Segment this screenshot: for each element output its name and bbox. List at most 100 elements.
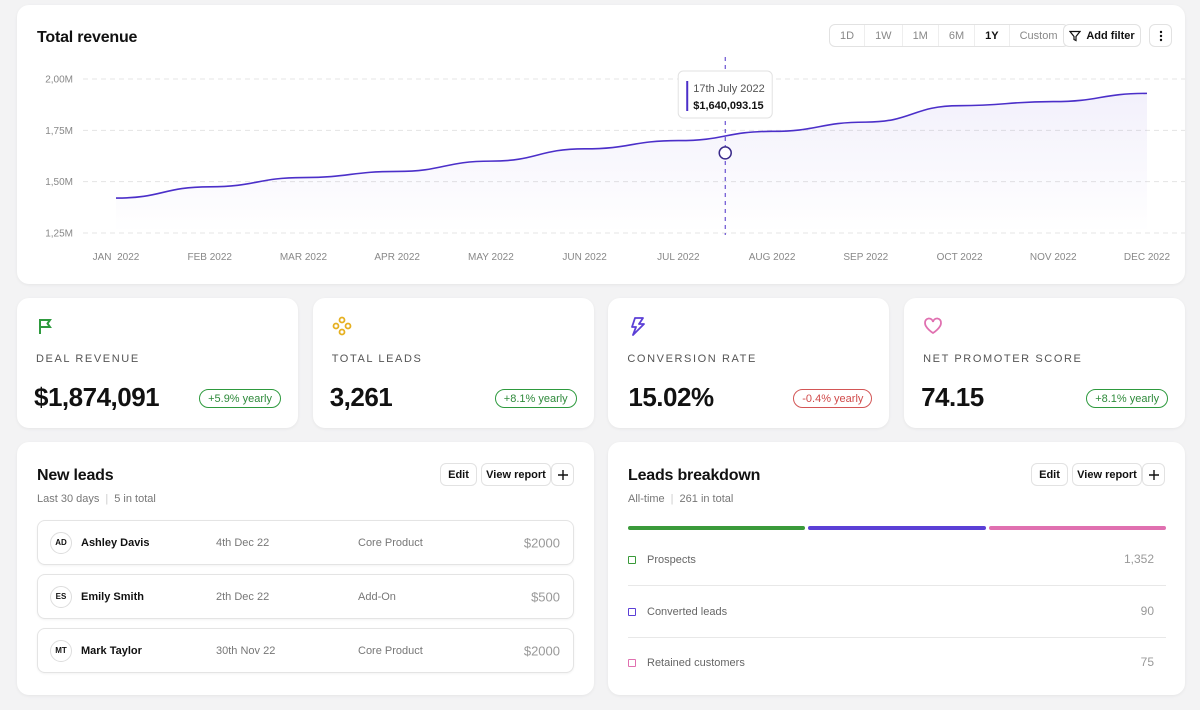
lead-name: Emily Smith — [81, 590, 144, 603]
x-tick-label: OCT 2022 — [937, 252, 983, 263]
section-title: New leads — [37, 467, 114, 484]
period: All-time | 261 in total — [628, 493, 734, 505]
stat-icon — [631, 317, 646, 336]
breakdown-name: Prospects — [647, 554, 696, 566]
lead-product: Core Product — [358, 536, 423, 549]
stat-icon — [39, 319, 52, 334]
tooltip-box — [677, 70, 773, 119]
avatar: ES — [50, 585, 72, 608]
menu-button[interactable] — [1149, 24, 1172, 47]
tooltip-value: $1,640,093.15 — [693, 100, 763, 112]
view-report-button[interactable]: View report — [1072, 463, 1142, 486]
breakdown-name: Retained customers — [647, 657, 745, 669]
hover-point — [718, 146, 732, 160]
stat-value: 74.15 — [921, 382, 984, 412]
lead-amount: $500 — [531, 589, 560, 604]
breakdown-value: 75 — [1140, 655, 1154, 669]
x-tick-label: JUN 2022 — [562, 252, 607, 263]
count: 5 in total — [114, 493, 156, 505]
range-option[interactable]: Custom — [1008, 25, 1068, 46]
filter-icon — [1069, 30, 1082, 41]
period: Last 30 days | 5 in total — [37, 493, 156, 505]
separator — [628, 585, 1166, 586]
lead-product: Core Product — [358, 644, 423, 657]
tooltip-date: 17th July 2022 — [693, 83, 765, 95]
range-option[interactable]: 1W — [864, 25, 902, 46]
lead-amount: $2000 — [523, 643, 560, 658]
lead-date: 2th Dec 22 — [216, 590, 270, 603]
lead-row[interactable]: MT Mark Taylor 30th Nov 22 Core Product $200… — [37, 628, 574, 673]
line — [115, 92, 1148, 199]
lead-date: 4th Dec 22 — [216, 536, 270, 549]
breakdown-name: Converted leads — [647, 605, 728, 618]
x-tick-label: MAR 2022 — [280, 252, 328, 263]
stat-label: TOTAL LEADS — [331, 353, 423, 365]
lead-date: 30th Nov 22 — [216, 644, 276, 657]
x-tick-label: APR 2022 — [374, 252, 420, 263]
lead-name: Mark Taylor — [81, 644, 142, 657]
stat-change: +5.9% yearly — [199, 389, 281, 408]
add-button[interactable] — [551, 463, 574, 486]
stat-value: $1,874,091 — [34, 382, 160, 412]
stat-card: TOTAL LEADS 3,261 +8.1% yearly — [312, 298, 594, 428]
stat-label: NET PROMOTER SCORE — [923, 353, 1083, 365]
range-option[interactable]: 6M — [937, 25, 974, 46]
range-option[interactable]: 1M — [901, 25, 938, 46]
edit-button[interactable]: Edit — [1031, 463, 1068, 486]
legend-marker — [628, 556, 636, 564]
plus-icon — [1148, 469, 1159, 480]
stat-card: NET PROMOTER SCORE 74.15 +8.1% yearly — [904, 298, 1186, 428]
range-selector: 1D 1W 1M 6M 1Y Custom — [829, 24, 1069, 47]
section-title: Leads breakdown — [628, 467, 761, 484]
stat-icon — [332, 316, 352, 336]
stat-change: +8.1% yearly — [494, 389, 577, 408]
x-tick-label: SEP 2022 — [843, 252, 888, 263]
breakdown-segment — [628, 526, 806, 530]
stat-change: +8.1% yearly — [1086, 389, 1169, 408]
range-option[interactable]: 1Y — [974, 25, 1008, 46]
edit-button[interactable]: Edit — [440, 463, 477, 486]
x-tick-label: NOV 2022 — [1030, 252, 1077, 263]
plus-icon — [557, 469, 568, 480]
breakdown-segment — [988, 526, 1166, 530]
x-tick-label: MAY 2022 — [468, 252, 514, 263]
x-tick-label: AUG 2022 — [749, 252, 796, 263]
add-button[interactable] — [1142, 463, 1165, 486]
avatar: MT — [50, 639, 72, 662]
y-tick-label: 1,25M — [45, 229, 73, 240]
tooltip-accent — [686, 81, 689, 111]
count: 261 in total — [679, 493, 734, 505]
range-option[interactable]: 1D — [840, 29, 855, 42]
x-tick-label: DEC 2022 — [1124, 252, 1171, 263]
separator — [628, 636, 1166, 638]
lead-name: Ashley Davis — [81, 536, 150, 549]
breakdown-segment — [808, 526, 986, 530]
area — [116, 93, 1147, 233]
breakdown-value: 90 — [1140, 603, 1154, 618]
stat-value: 15.02% — [628, 382, 714, 412]
view-report-button[interactable]: View report — [481, 463, 551, 486]
stat-card: CONVERSION RATE 15.02% -0.4% yearly — [608, 298, 890, 428]
revenue-card: Total revenue 1,25M 1,50M 1,75M 2,00M JAN 20… — [17, 5, 1185, 284]
menu-icon — [1159, 30, 1162, 41]
stat-value: 3,261 — [329, 382, 393, 412]
period-text: Last 30 days — [37, 493, 100, 505]
leads-breakdown-card: Leads breakdown All-time | 261 in total Ed… — [608, 442, 1185, 695]
stat-label: CONVERSION RATE — [627, 353, 757, 365]
legend-marker — [628, 607, 636, 616]
add-filter-button[interactable]: Add filter — [1063, 24, 1141, 47]
x-tick-label: JAN 2022 — [93, 252, 140, 263]
filter-label: Add filter — [1086, 29, 1135, 42]
breakdown-value: 1,352 — [1123, 552, 1154, 566]
stat-label: DEAL REVENUE — [36, 353, 140, 365]
lead-row[interactable]: ES Emily Smith 2th Dec 22 Add-On $500 — [37, 574, 574, 619]
y-tick-label: 1,50M — [45, 177, 73, 188]
x-tick-label: FEB 2022 — [187, 252, 232, 263]
avatar: AD — [50, 531, 72, 554]
lead-row[interactable]: AD Ashley Davis 4th Dec 22 Core Product $200… — [37, 520, 574, 565]
period-text: All-time — [628, 493, 665, 505]
stat-card: DEAL REVENUE $1,874,091 +5.9% yearly — [17, 298, 298, 428]
y-tick-label: 1,75M — [45, 126, 73, 137]
lead-product: Add-On — [358, 590, 396, 603]
